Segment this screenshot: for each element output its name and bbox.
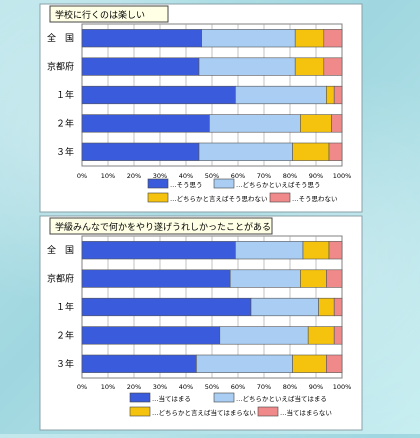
legend-label: …そう思う	[170, 181, 203, 189]
bar-segment	[229, 269, 301, 288]
bar-segment	[333, 297, 343, 317]
legend-swatch	[213, 178, 235, 189]
bar-segment	[294, 57, 325, 76]
bar-segment	[326, 269, 343, 288]
bar-segment	[81, 326, 221, 345]
bar-segment	[326, 85, 335, 105]
bar-segment	[81, 57, 200, 76]
x-tick-label: 100%	[333, 172, 352, 180]
chart-title: 学校に行くのは楽しい	[55, 9, 145, 21]
legend-label: …どちらかといえばそう思う	[236, 180, 321, 189]
bar-segment	[328, 241, 343, 260]
x-tick-label: 70%	[257, 383, 271, 391]
bar-segment	[333, 326, 343, 345]
category-label: ２年	[56, 329, 74, 341]
bar-segment	[81, 241, 236, 260]
x-tick-label: 10%	[101, 383, 115, 391]
bar-segment	[81, 354, 197, 373]
x-tick-label: 20%	[127, 172, 141, 180]
x-tick-label: 40%	[179, 383, 193, 391]
x-tick-label: 90%	[309, 383, 323, 391]
legend-swatch	[147, 192, 169, 203]
legend-swatch	[269, 192, 291, 203]
x-tick-label: 20%	[127, 383, 141, 391]
x-tick-label: 0%	[77, 383, 87, 391]
bar-segment	[198, 57, 296, 76]
category-label: １年	[56, 89, 74, 101]
bar-segment	[328, 142, 343, 161]
bar-segment	[323, 29, 343, 48]
bar-segment	[198, 142, 293, 161]
legend-swatch	[129, 392, 151, 403]
category-label: 京都府	[47, 273, 74, 285]
bar-segment	[201, 29, 296, 48]
bar-segment	[292, 142, 330, 161]
bar-segment	[81, 269, 231, 288]
legend-label: …どちらかといえば当てはまる	[236, 394, 327, 403]
bar-segment	[331, 114, 343, 133]
x-tick-label: 60%	[231, 172, 245, 180]
legend-label: …そう思わない	[292, 195, 338, 203]
bar-segment	[81, 85, 236, 105]
category-label: ３年	[56, 146, 74, 158]
legend-label: …当てはまる	[152, 394, 191, 403]
chart-title: 学級みんなで何かをやり遂げうれしかったことがある	[55, 221, 271, 233]
chart-title-box	[49, 217, 273, 235]
x-tick-label: 100%	[333, 383, 352, 391]
legend-label: …当てはまらない	[280, 408, 332, 417]
x-tick-label: 50%	[205, 383, 219, 391]
legend-label: …どちらかと言えば当てはまらない	[152, 408, 256, 417]
x-tick-label: 80%	[283, 383, 297, 391]
bar-segment	[81, 142, 200, 161]
bar-segment	[81, 114, 210, 133]
bar-segment	[302, 241, 330, 260]
bar-segment	[326, 354, 343, 373]
category-label: 全 国	[47, 32, 74, 44]
category-label: 京都府	[47, 61, 74, 73]
chart-title-box	[49, 5, 169, 23]
x-tick-label: 40%	[179, 172, 193, 180]
x-tick-label: 80%	[283, 172, 297, 180]
bar-segment	[235, 241, 304, 260]
x-tick-label: 30%	[153, 383, 167, 391]
category-label: ２年	[56, 117, 74, 129]
bar-segment	[300, 269, 327, 288]
bar-segment	[333, 85, 343, 105]
x-tick-label: 30%	[153, 172, 167, 180]
x-tick-label: 0%	[77, 172, 87, 180]
category-label: 全 国	[47, 244, 74, 256]
x-tick-label: 10%	[101, 172, 115, 180]
bar-segment	[250, 297, 319, 317]
bar-segment	[209, 114, 301, 133]
x-tick-label: 50%	[205, 172, 219, 180]
x-tick-label: 90%	[309, 172, 323, 180]
x-tick-label: 60%	[231, 383, 245, 391]
bar-segment	[300, 114, 332, 133]
legend-swatch	[129, 406, 151, 417]
bar-segment	[323, 57, 343, 76]
legend-swatch	[213, 392, 235, 403]
category-label: ３年	[56, 358, 74, 370]
x-tick-label: 70%	[257, 172, 271, 180]
bar-segment	[81, 297, 252, 317]
bar-segment	[318, 297, 335, 317]
bar-segment	[294, 29, 325, 48]
bar-segment	[292, 354, 327, 373]
category-label: １年	[56, 301, 74, 313]
bar-segment	[81, 29, 202, 48]
legend-swatch	[147, 178, 169, 189]
bar-segment	[235, 85, 327, 105]
bar-segment	[307, 326, 335, 345]
legend-label: …どちらかと言えばそう思わない	[170, 194, 268, 203]
bar-segment	[219, 326, 309, 345]
legend-swatch	[257, 406, 279, 417]
bar-segment	[196, 354, 293, 373]
